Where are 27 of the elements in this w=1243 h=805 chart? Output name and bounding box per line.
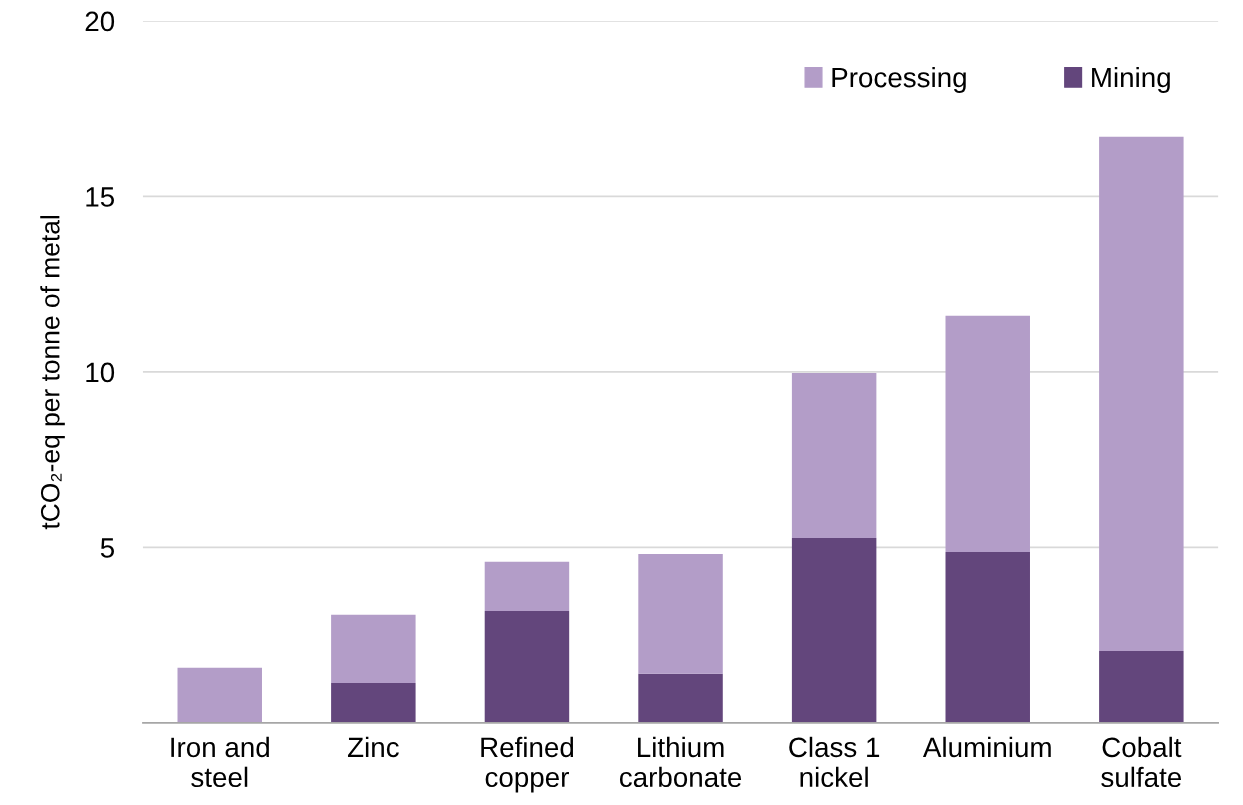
legend-label: Processing: [832, 66, 966, 93]
y-tick-label: 5: [100, 538, 114, 558]
legend-label: Mining: [1092, 66, 1170, 93]
bar: [484, 561, 570, 611]
x-tick-label: Cobalt sulfate: [1101, 736, 1182, 788]
bar: [791, 372, 877, 538]
y-axis-title: tCO₂-eq per tonne of metal: [40, 215, 65, 530]
bar: [638, 673, 723, 723]
x-tick-label: Aluminium: [922, 736, 1051, 758]
bar: [331, 614, 416, 683]
bar: [177, 667, 262, 723]
bar: [484, 610, 570, 723]
x-tick-label: Iron and steel: [171, 736, 269, 788]
bar: [1099, 650, 1184, 723]
bar: [945, 551, 1030, 723]
x-tick-label: Zinc: [347, 736, 399, 758]
bar: [638, 554, 723, 674]
x-tick-label: Refined copper: [481, 736, 574, 793]
y-tick-label: 10: [86, 362, 115, 383]
bar: [791, 537, 877, 723]
bar: [331, 682, 416, 723]
y-tick-label: 15: [86, 187, 115, 207]
y-tick-label: 20: [85, 11, 115, 32]
bar: [945, 315, 1030, 552]
bar: [1099, 136, 1184, 651]
x-tick-label: Class 1 nickel: [789, 736, 880, 788]
x-tick-label: Lithium carbonate: [619, 736, 742, 788]
